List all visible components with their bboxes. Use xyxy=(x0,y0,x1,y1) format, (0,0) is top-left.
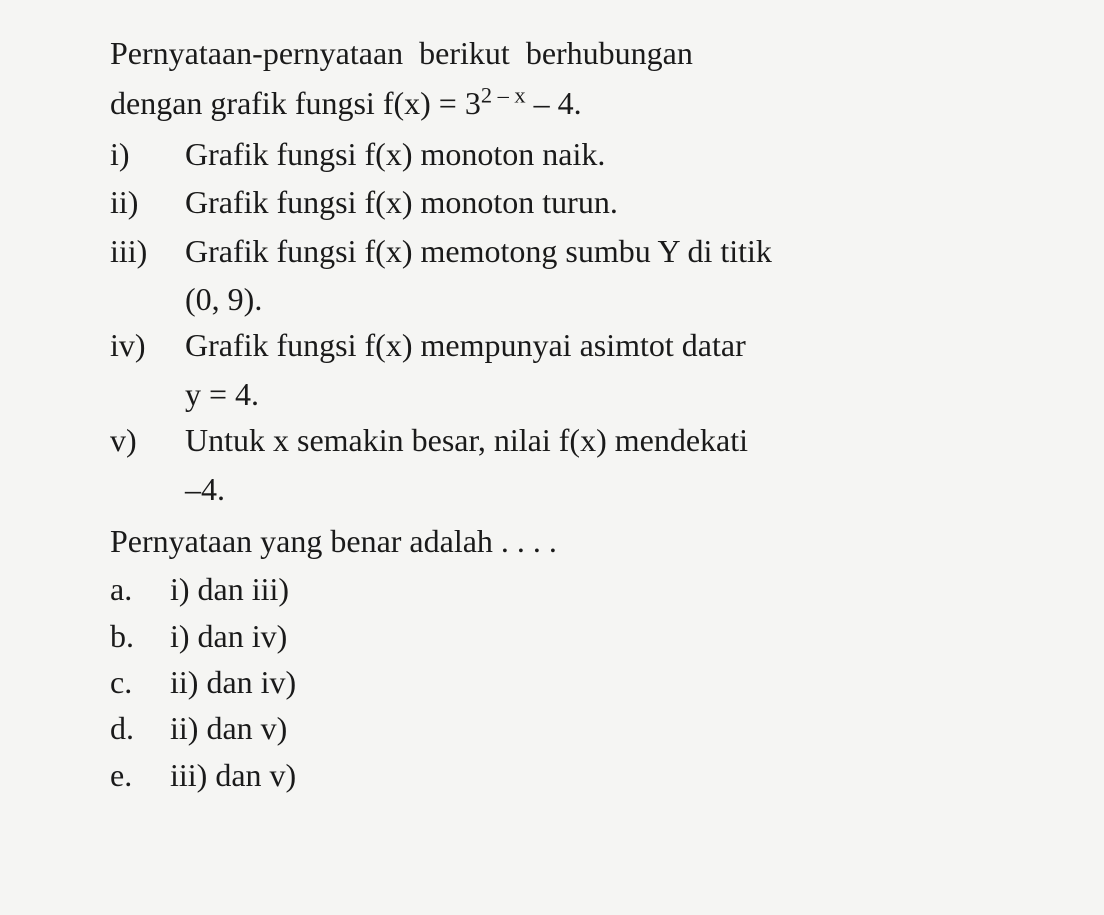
roman-text: Grafik fungsi f(x) mempunyai asimtot dat… xyxy=(185,322,1004,368)
roman-text: Grafik fungsi f(x) memotong sumbu Y di t… xyxy=(185,228,1004,274)
option-a: a. i) dan iii) xyxy=(110,566,1004,612)
roman-text: Untuk x semakin besar, nilai f(x) mendek… xyxy=(185,417,1004,463)
intro-suffix: – 4. xyxy=(526,85,582,121)
option-list: a. i) dan iii) b. i) dan iv) c. ii) dan … xyxy=(110,566,1004,798)
question-content: Pernyataan-pernyataan berikut berhubunga… xyxy=(110,30,1004,798)
option-text: i) dan iii) xyxy=(170,566,289,612)
option-marker: d. xyxy=(110,705,170,751)
roman-item-v: v) Untuk x semakin besar, nilai f(x) men… xyxy=(110,417,1004,463)
roman-text: Grafik fungsi f(x) monoton naik. xyxy=(185,131,1004,177)
option-marker: c. xyxy=(110,659,170,705)
intro-exponent: 2 – x xyxy=(481,83,526,108)
roman-marker: iv) xyxy=(110,322,185,368)
option-text: ii) dan v) xyxy=(170,705,287,751)
option-text: iii) dan v) xyxy=(170,752,296,798)
roman-item-ii: ii) Grafik fungsi f(x) monoton turun. xyxy=(110,179,1004,225)
roman-sub-iv: y = 4. xyxy=(110,371,1004,417)
roman-marker: i) xyxy=(110,131,185,177)
option-text: ii) dan iv) xyxy=(170,659,296,705)
roman-text: Grafik fungsi f(x) monoton turun. xyxy=(185,179,1004,225)
roman-marker: v) xyxy=(110,417,185,463)
option-c: c. ii) dan iv) xyxy=(110,659,1004,705)
roman-marker: iii) xyxy=(110,228,185,274)
option-b: b. i) dan iv) xyxy=(110,613,1004,659)
option-text: i) dan iv) xyxy=(170,613,287,659)
roman-sub-iii: (0, 9). xyxy=(110,276,1004,322)
option-marker: b. xyxy=(110,613,170,659)
roman-item-iii: iii) Grafik fungsi f(x) memotong sumbu Y… xyxy=(110,228,1004,274)
option-marker: e. xyxy=(110,752,170,798)
roman-item-i: i) Grafik fungsi f(x) monoton naik. xyxy=(110,131,1004,177)
roman-list: i) Grafik fungsi f(x) monoton naik. ii) … xyxy=(110,131,1004,512)
option-marker: a. xyxy=(110,566,170,612)
question-stem: Pernyataan yang benar adalah . . . . xyxy=(110,518,1004,564)
option-d: d. ii) dan v) xyxy=(110,705,1004,751)
roman-sub-v: –4. xyxy=(110,466,1004,512)
option-e: e. iii) dan v) xyxy=(110,752,1004,798)
roman-marker: ii) xyxy=(110,179,185,225)
intro-line-2: dengan grafik fungsi f(x) = 32 – x – 4. xyxy=(110,80,1004,126)
intro-line-1: Pernyataan-pernyataan berikut berhubunga… xyxy=(110,30,1004,76)
intro-prefix: dengan grafik fungsi f(x) = 3 xyxy=(110,85,481,121)
roman-item-iv: iv) Grafik fungsi f(x) mempunyai asimtot… xyxy=(110,322,1004,368)
